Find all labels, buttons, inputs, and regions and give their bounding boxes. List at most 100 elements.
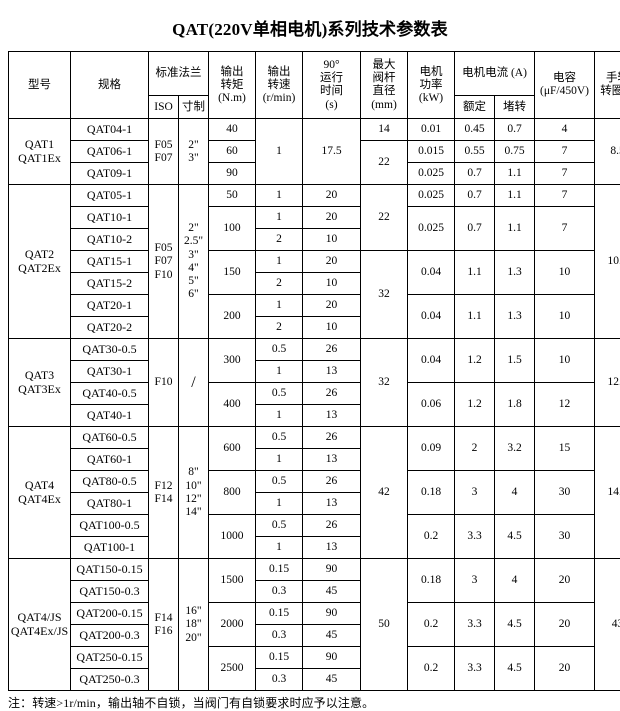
handwheel-turns-cell: 10.5 <box>595 185 620 339</box>
spec-cell: QAT200-0.15 <box>71 603 149 625</box>
capacitor-cell: 15 <box>535 427 595 471</box>
torque-cell: 1000 <box>209 515 256 559</box>
run-time-cell: 90 <box>303 559 361 581</box>
handwheel-turns-cell: 43 <box>595 559 620 691</box>
header-motor-current-group: 电机电流 (A) <box>455 52 535 96</box>
run-time-cell: 26 <box>303 339 361 361</box>
spec-cell: QAT60-1 <box>71 449 149 471</box>
current-locked-cell: 1.3 <box>495 251 535 295</box>
current-rated-cell: 0.7 <box>455 207 495 251</box>
capacitor-cell: 10 <box>535 339 595 383</box>
torque-cell: 40 <box>209 119 256 141</box>
run-time-cell: 90 <box>303 603 361 625</box>
speed-cell: 0.15 <box>256 559 303 581</box>
flange-inch-cell: 8" 10" 12" 14" <box>179 427 209 559</box>
speed-cell: 1 <box>256 251 303 273</box>
run-time-cell: 10 <box>303 229 361 251</box>
run-time-cell: 20 <box>303 295 361 317</box>
motor-power-cell: 0.06 <box>408 383 455 427</box>
stem-diameter-cell: 14 <box>361 119 408 141</box>
current-rated-cell: 1.1 <box>455 251 495 295</box>
speed-cell: 0.15 <box>256 603 303 625</box>
header-run-time: 90° 运行 时间 (s) <box>303 52 361 119</box>
current-rated-cell: 1.2 <box>455 383 495 427</box>
torque-cell: 60 <box>209 141 256 163</box>
current-rated-cell: 3.3 <box>455 603 495 647</box>
stem-diameter-cell: 50 <box>361 559 408 691</box>
current-locked-cell: 1.8 <box>495 383 535 427</box>
current-rated-cell: 0.7 <box>455 163 495 185</box>
header-flange-group: 标准法兰 <box>149 52 209 96</box>
spec-cell: QAT05-1 <box>71 185 149 207</box>
table-note: 注：转速>1r/min，输出轴不自锁，当阀门有自锁要求时应予以注意。 <box>8 691 612 711</box>
speed-cell: 0.3 <box>256 625 303 647</box>
run-time-cell: 26 <box>303 515 361 537</box>
speed-cell: 1 <box>256 119 303 185</box>
header-current-rated: 额定 <box>455 96 495 119</box>
run-time-cell: 20 <box>303 251 361 273</box>
run-time-cell: 10 <box>303 317 361 339</box>
spec-cell: QAT30-1 <box>71 361 149 383</box>
run-time-cell: 26 <box>303 471 361 493</box>
header-output-speed: 输出 转速 (r/min) <box>256 52 303 119</box>
speed-cell: 1 <box>256 449 303 471</box>
stem-diameter-cell: 32 <box>361 339 408 427</box>
spec-cell: QAT100-0.5 <box>71 515 149 537</box>
flange-inch-cell: / <box>179 339 209 427</box>
torque-cell: 90 <box>209 163 256 185</box>
speed-cell: 0.5 <box>256 383 303 405</box>
run-time-cell: 20 <box>303 207 361 229</box>
speed-cell: 0.3 <box>256 581 303 603</box>
capacitor-cell: 7 <box>535 141 595 163</box>
spec-cell: QAT60-0.5 <box>71 427 149 449</box>
current-locked-cell: 3.2 <box>495 427 535 471</box>
torque-cell: 50 <box>209 185 256 207</box>
page-title: QAT(220V单相电机)系列技术参数表 <box>8 0 612 51</box>
capacitor-cell: 30 <box>535 515 595 559</box>
run-time-cell: 45 <box>303 625 361 647</box>
current-rated-cell: 2 <box>455 427 495 471</box>
flange-inch-cell: 2" 2.5" 3" 4" 5" 6" <box>179 185 209 339</box>
spec-cell: QAT40-1 <box>71 405 149 427</box>
current-locked-cell: 1.3 <box>495 295 535 339</box>
spec-cell: QAT80-1 <box>71 493 149 515</box>
spec-cell: QAT80-0.5 <box>71 471 149 493</box>
current-locked-cell: 0.75 <box>495 141 535 163</box>
spec-cell: QAT06-1 <box>71 141 149 163</box>
motor-power-cell: 0.01 <box>408 119 455 141</box>
run-time-cell: 26 <box>303 383 361 405</box>
capacitor-cell: 12 <box>535 383 595 427</box>
header-flange-inch: 寸制 <box>179 96 209 119</box>
motor-power-cell: 0.2 <box>408 647 455 691</box>
capacitor-cell: 10 <box>535 295 595 339</box>
model-cell: QAT3 QAT3Ex <box>9 339 71 427</box>
spec-cell: QAT15-1 <box>71 251 149 273</box>
flange-iso-cell: F14 F16 <box>149 559 179 691</box>
run-time-cell: 20 <box>303 185 361 207</box>
handwheel-turns-cell: 12.8 <box>595 339 620 427</box>
motor-power-cell: 0.2 <box>408 603 455 647</box>
motor-power-cell: 0.04 <box>408 339 455 383</box>
capacitor-cell: 7 <box>535 207 595 251</box>
model-cell: QAT4/JS QAT4Ex/JS <box>9 559 71 691</box>
speed-cell: 0.5 <box>256 515 303 537</box>
header-model: 型号 <box>9 52 71 119</box>
capacitor-cell: 20 <box>535 647 595 691</box>
current-locked-cell: 1.5 <box>495 339 535 383</box>
spec-cell: QAT10-2 <box>71 229 149 251</box>
speed-cell: 2 <box>256 229 303 251</box>
current-locked-cell: 4 <box>495 471 535 515</box>
speed-cell: 1 <box>256 295 303 317</box>
run-time-cell: 13 <box>303 537 361 559</box>
spec-cell: QAT40-0.5 <box>71 383 149 405</box>
speed-cell: 2 <box>256 317 303 339</box>
speed-cell: 0.5 <box>256 427 303 449</box>
